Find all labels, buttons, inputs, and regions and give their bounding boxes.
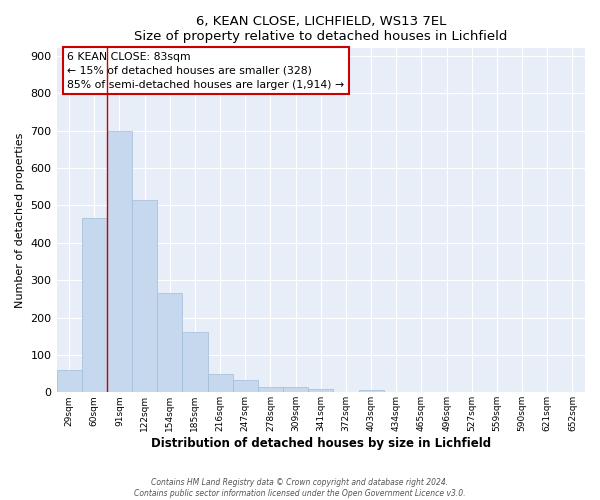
Bar (258, 388, 283, 392)
Text: Contains HM Land Registry data © Crown copyright and database right 2024.
Contai: Contains HM Land Registry data © Crown c… (134, 478, 466, 498)
X-axis label: Distribution of detached houses by size in Lichfield: Distribution of detached houses by size … (151, 437, 491, 450)
Bar (233, 380, 258, 392)
Bar (107, 130, 132, 392)
Text: 6 KEAN CLOSE: 83sqm
← 15% of detached houses are smaller (328)
85% of semi-detac: 6 KEAN CLOSE: 83sqm ← 15% of detached ho… (67, 52, 344, 90)
Y-axis label: Number of detached properties: Number of detached properties (15, 132, 25, 308)
Title: 6, KEAN CLOSE, LICHFIELD, WS13 7EL
Size of property relative to detached houses : 6, KEAN CLOSE, LICHFIELD, WS13 7EL Size … (134, 15, 508, 43)
Bar (56, 370, 82, 392)
Bar (283, 388, 308, 392)
Bar (359, 390, 383, 392)
Bar (182, 332, 208, 392)
Bar (208, 374, 233, 392)
Bar (308, 388, 334, 392)
Bar (157, 293, 182, 392)
Bar (132, 200, 157, 392)
Bar (82, 218, 107, 392)
